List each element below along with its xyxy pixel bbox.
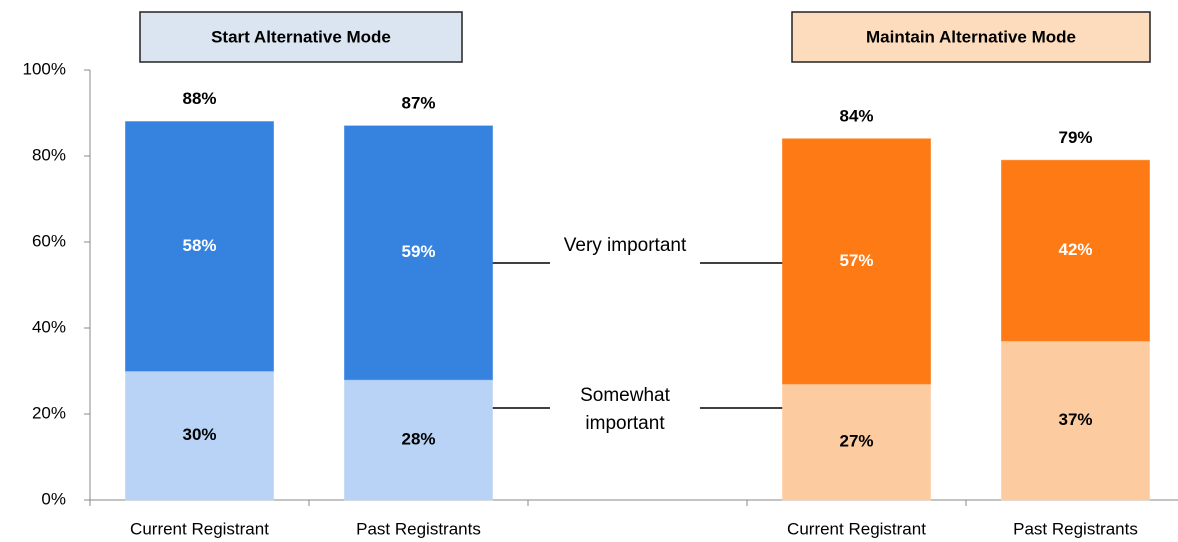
total-label: 88% <box>182 89 216 108</box>
x-tick-label: Past Registrants <box>356 519 481 538</box>
y-tick-label: 20% <box>32 403 66 422</box>
bar-segment <box>344 125 493 381</box>
total-label: 79% <box>1058 128 1092 147</box>
annotation: Somewhat important <box>580 385 670 434</box>
bar-segment <box>782 138 931 385</box>
segment-label: 28% <box>401 429 435 448</box>
group-title-box <box>139 11 463 63</box>
y-tick-label: 100% <box>23 59 66 78</box>
segment-label: 30% <box>182 425 216 444</box>
segment-label: 37% <box>1058 410 1092 429</box>
bar-segment <box>344 379 493 501</box>
total-label: 87% <box>401 93 435 112</box>
total-label: 84% <box>839 106 873 125</box>
y-tick-label: 80% <box>32 145 66 164</box>
x-tick-label: Current Registrant <box>130 519 269 538</box>
bar-segment <box>1001 159 1150 342</box>
x-tick-label: Current Registrant <box>787 519 926 538</box>
group-title: Start Alternative Mode <box>211 27 391 46</box>
bar-segment <box>125 370 274 501</box>
segment-label: 42% <box>1058 240 1092 259</box>
segment-label: 58% <box>182 236 216 255</box>
y-tick-label: 60% <box>32 231 66 250</box>
bar-segment <box>125 121 274 372</box>
segment-label: 27% <box>839 431 873 450</box>
group-title: Maintain Alternative Mode <box>866 27 1076 46</box>
bar-segment <box>1001 340 1150 501</box>
group-title-box <box>791 11 1151 63</box>
y-tick-label: 40% <box>32 317 66 336</box>
segment-label: 57% <box>839 251 873 270</box>
x-tick-label: Past Registrants <box>1013 519 1138 538</box>
y-tick-label: 0% <box>41 489 66 508</box>
segment-label: 59% <box>401 242 435 261</box>
annotation: Very important <box>563 235 687 256</box>
